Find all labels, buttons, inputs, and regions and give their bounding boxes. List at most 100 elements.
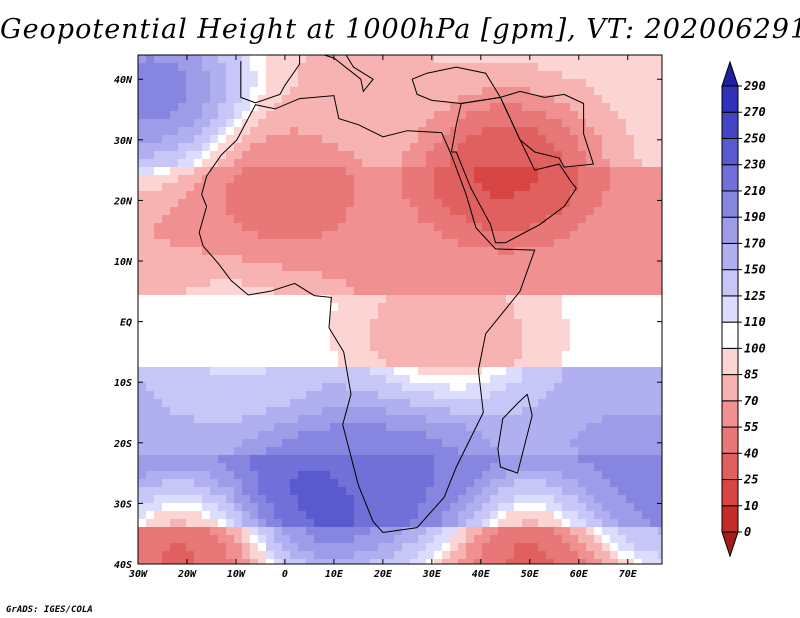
field-cell	[530, 327, 539, 336]
field-cell	[506, 135, 515, 144]
field-cell	[146, 287, 155, 296]
field-cell	[162, 391, 171, 400]
field-cell	[442, 479, 451, 488]
field-cell	[194, 471, 203, 480]
field-cell	[634, 471, 643, 480]
field-cell	[546, 55, 555, 64]
field-cell	[618, 559, 627, 564]
field-cell	[234, 247, 243, 256]
field-cell	[458, 135, 467, 144]
field-cell	[642, 519, 651, 528]
field-cell	[202, 303, 211, 312]
field-cell	[562, 223, 571, 232]
field-cell	[226, 351, 235, 360]
field-cell	[418, 87, 427, 96]
field-cell	[514, 543, 523, 552]
field-cell	[458, 223, 467, 232]
field-cell	[146, 255, 155, 264]
field-cell	[634, 199, 643, 208]
field-cell	[522, 111, 531, 120]
colorbar-label: 110	[744, 315, 766, 329]
field-cell	[394, 527, 403, 536]
field-cell	[610, 439, 619, 448]
field-cell	[610, 407, 619, 416]
field-cell	[322, 255, 331, 264]
field-cell	[186, 239, 195, 248]
field-cell	[490, 287, 499, 296]
field-cell	[442, 271, 451, 280]
field-cell	[514, 231, 523, 240]
field-cell	[258, 191, 267, 200]
field-cell	[202, 375, 211, 384]
field-cell	[298, 247, 307, 256]
field-cell	[210, 327, 219, 336]
field-cell	[426, 111, 435, 120]
field-cell	[562, 351, 571, 360]
field-cell	[466, 495, 475, 504]
field-cell	[458, 319, 467, 328]
field-cell	[370, 431, 379, 440]
field-cell	[226, 127, 235, 136]
field-cell	[146, 495, 155, 504]
field-cell	[138, 351, 147, 360]
field-cell	[402, 175, 411, 184]
field-cell	[218, 199, 227, 208]
field-cell	[434, 135, 443, 144]
field-cell	[434, 487, 443, 496]
field-cell	[346, 359, 355, 368]
field-cell	[154, 359, 163, 368]
field-cell	[234, 303, 243, 312]
field-cell	[466, 279, 475, 288]
field-cell	[234, 511, 243, 520]
field-cell	[554, 367, 563, 376]
field-cell	[546, 207, 555, 216]
field-cell	[378, 71, 387, 80]
field-cell	[250, 231, 259, 240]
field-cell	[642, 415, 651, 424]
field-cell	[378, 167, 387, 176]
field-cell	[146, 239, 155, 248]
field-cell	[250, 367, 259, 376]
field-cell	[490, 407, 499, 416]
field-cell	[178, 143, 187, 152]
field-cell	[282, 519, 291, 528]
field-cell	[594, 439, 603, 448]
field-cell	[434, 535, 443, 544]
field-cell	[610, 423, 619, 432]
field-cell	[282, 135, 291, 144]
field-cell	[242, 207, 251, 216]
field-cell	[562, 327, 571, 336]
field-cell	[546, 399, 555, 408]
field-cell	[386, 487, 395, 496]
field-cell	[186, 303, 195, 312]
field-cell	[450, 183, 459, 192]
field-cell	[210, 263, 219, 272]
field-cell	[330, 519, 339, 528]
field-cell	[418, 63, 427, 72]
field-cell	[530, 375, 539, 384]
field-cell	[178, 527, 187, 536]
field-cell	[354, 87, 363, 96]
field-cell	[482, 303, 491, 312]
field-cell	[394, 367, 403, 376]
field-cell	[346, 95, 355, 104]
field-cell	[330, 359, 339, 368]
field-cell	[602, 111, 611, 120]
field-cell	[522, 383, 531, 392]
field-cell	[218, 191, 227, 200]
field-cell	[658, 447, 662, 456]
field-cell	[202, 111, 211, 120]
field-cell	[450, 383, 459, 392]
field-cell	[250, 95, 259, 104]
field-cell	[138, 359, 147, 368]
field-cell	[450, 279, 459, 288]
field-cell	[290, 303, 299, 312]
field-cell	[586, 215, 595, 224]
field-cell	[530, 95, 539, 104]
field-cell	[562, 455, 571, 464]
field-cell	[362, 399, 371, 408]
field-cell	[266, 263, 275, 272]
field-cell	[202, 431, 211, 440]
field-cell	[498, 111, 507, 120]
field-cell	[314, 263, 323, 272]
